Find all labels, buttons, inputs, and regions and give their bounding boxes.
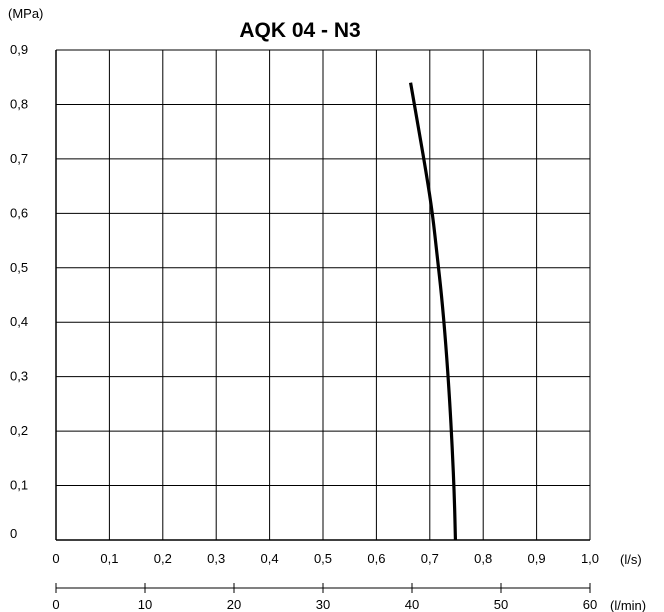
x-tick-label: 0,1 — [100, 551, 118, 566]
x-axis-unit-label-lmin: (l/min) — [610, 598, 646, 612]
secondary-x-tick-label: 40 — [405, 597, 419, 612]
y-tick-label: 0,7 — [10, 151, 28, 166]
series-line — [408, 82, 458, 541]
secondary-x-tick-label: 20 — [227, 597, 241, 612]
secondary-x-tick-label: 30 — [316, 597, 330, 612]
x-axis-unit-label-ls: (l/s) — [620, 552, 642, 567]
y-axis-unit-label: (MPa) — [8, 6, 43, 21]
secondary-x-tick-label: 0 — [52, 597, 59, 612]
secondary-x-tick-label: 50 — [494, 597, 508, 612]
secondary-axis-layer: 0 10 20 30 40 50 60 — [52, 583, 597, 612]
series-layer — [408, 82, 458, 541]
y-tick-label: 0,8 — [10, 96, 28, 111]
x-tick-label: 0 — [52, 551, 59, 566]
x-tick-label: 0,4 — [261, 551, 279, 566]
y-tick-label: 0,2 — [10, 423, 28, 438]
x-tick-label: 0,9 — [528, 551, 546, 566]
y-tick-label: 0,3 — [10, 369, 28, 384]
x-tick-label: 1,0 — [581, 551, 599, 566]
y-tick-label: 0 — [10, 526, 17, 541]
secondary-x-tick-label: 10 — [138, 597, 152, 612]
x-tick-label: 0,6 — [367, 551, 385, 566]
secondary-x-tick-label: 60 — [583, 597, 597, 612]
y-tick-label: 0,9 — [10, 42, 28, 57]
y-tick-label: 0,4 — [10, 314, 28, 329]
y-tick-label: 0,6 — [10, 205, 28, 220]
tick-label-layer: 0 0,1 0,2 0,3 0,4 0,5 0,6 0,7 0,8 0,9 1,0 0 0,1 0,2 0,… — [10, 42, 599, 566]
x-tick-label: 0,2 — [154, 551, 172, 566]
y-tick-label: 0,1 — [10, 478, 28, 493]
y-tick-label: 0,5 — [10, 260, 28, 275]
x-tick-label: 0,8 — [474, 551, 492, 566]
chart-title: AQK 04 - N3 — [239, 19, 360, 42]
x-tick-label: 0,3 — [207, 551, 225, 566]
x-tick-label: 0,5 — [314, 551, 332, 566]
grid-layer — [55, 49, 591, 541]
x-tick-label: 0,7 — [421, 551, 439, 566]
